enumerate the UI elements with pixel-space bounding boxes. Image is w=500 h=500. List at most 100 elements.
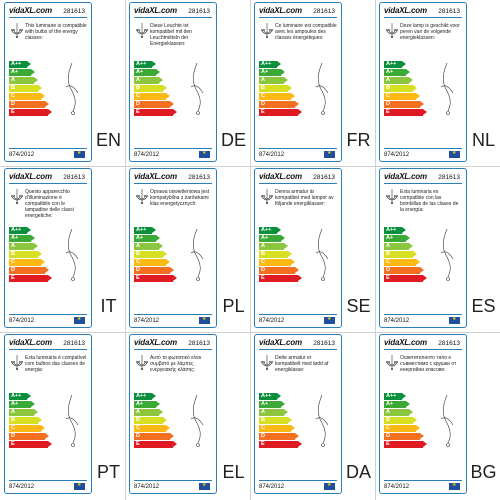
regulation-number: 874/2012 (259, 152, 285, 158)
energy-class-label: A++ (11, 61, 22, 67)
energy-class-label: A++ (136, 393, 147, 399)
footer-divider (384, 480, 462, 481)
language-code: DE (220, 130, 246, 150)
energy-class-bar: A++ (384, 61, 406, 68)
energy-label-cell: vidaXL.com 281613 Осветителното тяло е съв… (375, 332, 500, 498)
energy-class-bar: C (134, 93, 170, 100)
energy-class-bar: D (9, 267, 48, 274)
chandelier-icon (10, 355, 24, 373)
energy-label-card: vidaXL.com 281613 Dette armatur er kompati… (254, 334, 342, 494)
row-divider (0, 166, 500, 167)
energy-class-label: E (386, 275, 390, 281)
product-code: 281613 (63, 174, 85, 181)
energy-class-bar: A++ (259, 227, 281, 234)
energy-class-label: D (261, 101, 265, 107)
energy-class-label: D (136, 433, 140, 439)
energy-class-scale: A++ A+ A B C D E (134, 393, 178, 449)
language-code: ES (471, 296, 496, 316)
energy-class-label: C (136, 93, 140, 99)
energy-class-label: E (136, 275, 140, 281)
energy-class-bar: D (384, 433, 423, 440)
lamp-icon (311, 227, 333, 287)
energy-class-bar: D (384, 101, 423, 108)
energy-class-bar: A (384, 243, 413, 250)
column-divider (125, 0, 126, 500)
header-divider (384, 349, 462, 350)
energy-class-label: A (136, 243, 140, 249)
compatibility-text: Oprawa oświetleniowa jest kompatybilna z… (150, 189, 210, 207)
energy-class-bar: A (259, 77, 288, 84)
row-divider (0, 332, 500, 333)
footer-divider (134, 148, 212, 149)
footer-divider (9, 148, 87, 149)
energy-label-card: vidaXL.com 281613 Diese Leuchte ist kompat… (129, 2, 217, 162)
energy-class-label: A++ (261, 227, 272, 233)
energy-class-scale: A++ A+ A B C D E (9, 61, 53, 117)
energy-class-bar: E (134, 441, 177, 448)
energy-class-label: A (11, 77, 15, 83)
energy-class-bar: E (259, 275, 302, 282)
vidaxl-logo: vidaXL.com (259, 338, 302, 347)
energy-class-bar: C (9, 425, 45, 432)
energy-class-bar: B (9, 251, 41, 258)
energy-class-bar: A++ (134, 61, 156, 68)
energy-class-bar: A (134, 77, 163, 84)
lamp-icon (311, 61, 333, 121)
energy-class-label: A+ (136, 235, 144, 241)
column-divider (250, 0, 251, 500)
energy-class-label: C (261, 259, 265, 265)
compatibility-text: Dette armatur er kompatibelt med lødd af… (275, 355, 329, 373)
energy-class-label: A+ (386, 235, 394, 241)
energy-class-bar: A (384, 409, 413, 416)
energy-class-bar: A+ (259, 69, 284, 76)
product-code: 281613 (438, 174, 460, 181)
energy-class-label: B (136, 417, 140, 423)
energy-class-label: C (386, 93, 390, 99)
regulation-number: 874/2012 (134, 484, 160, 490)
energy-class-bar: A (134, 409, 163, 416)
energy-class-bar: A++ (9, 61, 31, 68)
energy-class-bar: D (9, 433, 48, 440)
compatibility-text: Αυτό το φωτιστικό είναι συμβατό με λάμπε… (150, 355, 202, 373)
eu-flag-icon (199, 316, 210, 324)
energy-class-bar: A (259, 243, 288, 250)
footer-divider (259, 314, 337, 315)
energy-class-bar: B (384, 85, 416, 92)
lamp-icon (186, 227, 208, 287)
energy-class-scale: A++ A+ A B C D E (259, 393, 303, 449)
energy-class-scale: A++ A+ A B C D E (384, 61, 428, 117)
footer-divider (134, 480, 212, 481)
energy-class-bar: A (9, 77, 38, 84)
energy-class-bar: C (384, 93, 420, 100)
energy-class-label: D (386, 433, 390, 439)
energy-label-card: vidaXL.com 281613 Questo apparecchio d'ill… (4, 168, 92, 328)
compatibility-text: Ce luminaire est compatible avec les amp… (275, 23, 337, 41)
energy-class-bar: C (134, 425, 170, 432)
energy-class-label: E (11, 441, 15, 447)
chandelier-icon (260, 23, 274, 41)
energy-class-bar: C (9, 93, 45, 100)
energy-class-bar: D (134, 267, 173, 274)
energy-class-label: D (11, 267, 15, 273)
regulation-number: 874/2012 (384, 318, 410, 324)
product-code: 281613 (188, 8, 210, 15)
product-code: 281613 (313, 8, 335, 15)
vidaxl-logo: vidaXL.com (9, 172, 52, 181)
language-code: NL (471, 130, 495, 150)
eu-flag-icon (324, 482, 335, 490)
eu-flag-icon (449, 482, 460, 490)
energy-class-label: D (136, 267, 140, 273)
energy-class-label: A+ (386, 401, 394, 407)
energy-class-bar: E (384, 109, 427, 116)
regulation-number: 874/2012 (9, 318, 35, 324)
energy-class-bar: C (384, 259, 420, 266)
chandelier-icon (10, 189, 24, 207)
energy-class-label: A (386, 77, 390, 83)
energy-class-label: C (261, 93, 265, 99)
header-divider (384, 17, 462, 18)
footer-divider (259, 480, 337, 481)
eu-flag-icon (74, 482, 85, 490)
energy-class-label: A (11, 243, 15, 249)
energy-class-label: E (261, 275, 265, 281)
energy-class-label: C (136, 259, 140, 265)
